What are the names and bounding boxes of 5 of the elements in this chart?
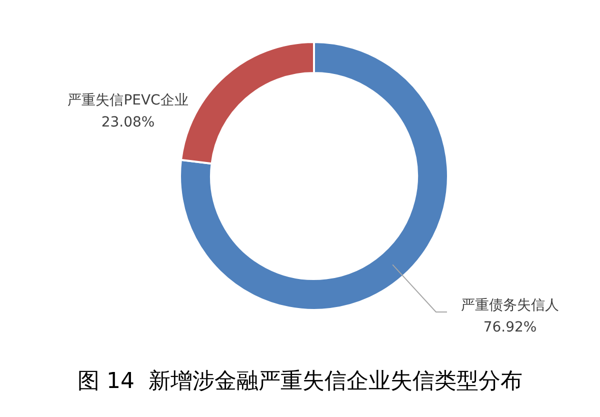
data-label: 23.08% xyxy=(101,114,155,131)
data-label: 76.92% xyxy=(483,320,537,336)
text: 图 14 新增涉金融严重失信企业失信类型分布 xyxy=(76,368,524,396)
slice-label: 严重债务失信人 xyxy=(461,298,559,314)
slice-label: 严重失信PEVC企业 xyxy=(68,92,188,109)
